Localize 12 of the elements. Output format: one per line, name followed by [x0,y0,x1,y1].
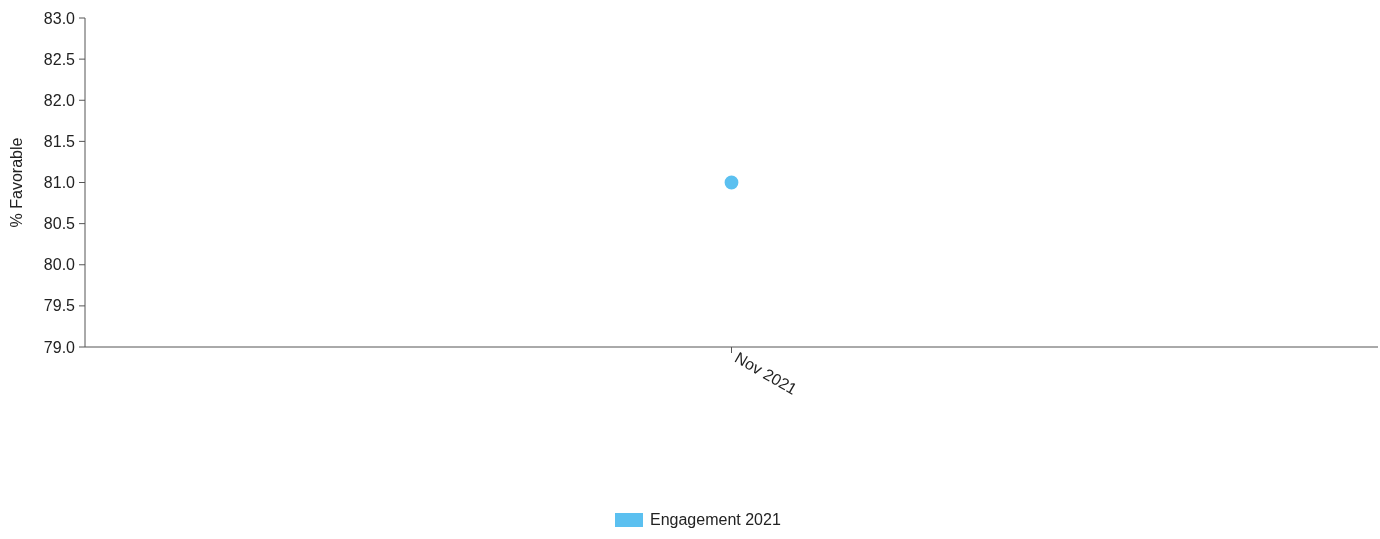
y-tick-label: 83.0 [43,9,76,27]
y-tick-label: 81.5 [43,132,76,150]
y-tick-label: 80.0 [43,256,76,274]
y-axis-title: % Favorable [8,137,25,228]
y-tick-label: 82.5 [43,50,76,68]
legend-label: Engagement 2021 [650,511,781,528]
x-tick-label: Nov 2021 [732,348,800,398]
y-tick-label: 80.5 [43,215,76,233]
y-tick-label: 81.0 [43,174,76,192]
y-tick-label: 82.0 [43,91,76,109]
y-tick-label: 79.5 [43,297,76,315]
y-tick-label: 79.0 [43,338,76,356]
